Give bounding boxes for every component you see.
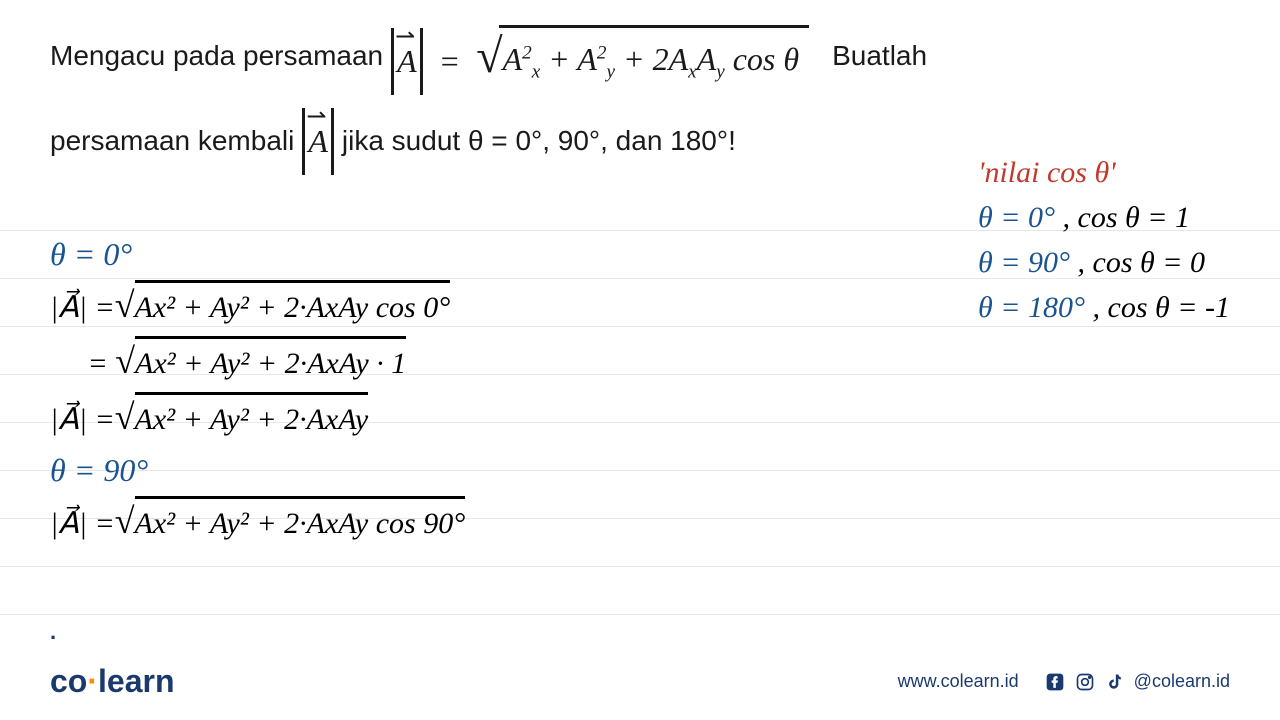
note-row-angle: θ = 90° — [978, 246, 1070, 279]
logo-learn: learn — [98, 663, 174, 699]
instagram-icon — [1074, 671, 1096, 693]
problem-line1-prefix: Mengacu pada persamaan — [50, 34, 383, 79]
facebook-icon — [1044, 671, 1066, 693]
formula-abar: A — [302, 116, 334, 167]
calc-lhs: |A⃗| = — [50, 397, 115, 442]
footer-right: www.colearn.id @colearn.id — [898, 671, 1230, 693]
footer: . co·learn www.colearn.id @colearn.id — [0, 663, 1280, 700]
problem-line2-suffix: jika sudut θ = 0°, 90°, dan 180°! — [342, 119, 736, 164]
calc-lhs: |A⃗| = — [50, 285, 115, 330]
handwritten-cos-table: 'nilai cos θ' θ = 0° , cos θ = 1 θ = 90°… — [978, 150, 1230, 330]
formula-lhs: A = √ A2x + A2y + 2AxAy cos θ — [391, 25, 809, 88]
content-area: Mengacu pada persamaan A = √ A2x + A2y +… — [0, 0, 1280, 720]
calc-theta0: θ = 0° — [50, 230, 465, 278]
calc-rad: Ax² + Ay² + 2·AxAy — [135, 392, 369, 442]
note-row-val: , cos θ = 0 — [1078, 246, 1205, 279]
logo-co: co — [50, 663, 87, 699]
calc-rad: Ax² + Ay² + 2·AxAy cos 90° — [135, 496, 466, 546]
footer-handle: @colearn.id — [1134, 671, 1230, 692]
dot-above-logo: . — [50, 619, 56, 645]
notes-title: 'nilai cos θ' — [978, 150, 1230, 195]
note-row-angle: θ = 0° — [978, 201, 1055, 234]
calc-rad: Ax² + Ay² + 2·AxAy cos 0° — [135, 280, 451, 330]
problem-line1-suffix: Buatlah — [832, 34, 927, 79]
note-row-val: , cos θ = -1 — [1093, 291, 1230, 324]
social-icons: @colearn.id — [1044, 671, 1230, 693]
problem-statement: Mengacu pada persamaan A = √ A2x + A2y +… — [50, 25, 1230, 167]
note-row-angle: θ = 180° — [978, 291, 1085, 324]
problem-line2-prefix: persamaan kembali — [50, 119, 294, 164]
handwritten-calculation: θ = 0° |A⃗| = √Ax² + Ay² + 2·AxAy cos 0°… — [50, 230, 465, 550]
logo-dot: · — [87, 663, 98, 699]
calc-theta90: θ = 90° — [50, 446, 465, 494]
note-row-val: , cos θ = 1 — [1063, 201, 1190, 234]
calc-lhs: |A⃗| = — [50, 501, 115, 546]
calc-lhs: = — [50, 341, 115, 386]
tiktok-icon — [1104, 671, 1126, 693]
footer-url: www.colearn.id — [898, 671, 1019, 692]
calc-rad: Ax² + Ay² + 2·AxAy · 1 — [135, 336, 406, 386]
logo: co·learn — [50, 663, 174, 700]
